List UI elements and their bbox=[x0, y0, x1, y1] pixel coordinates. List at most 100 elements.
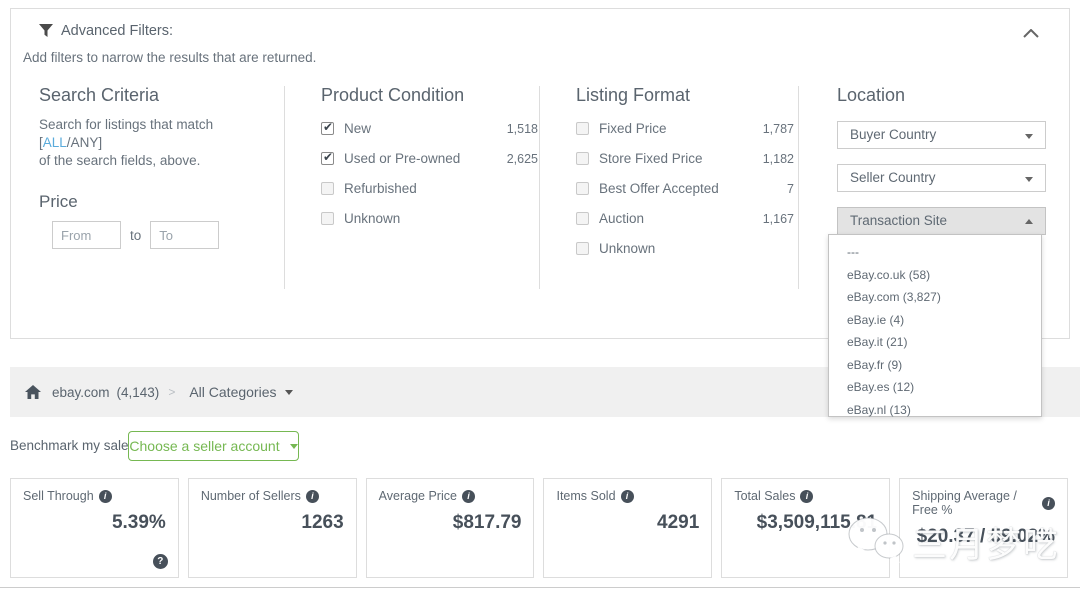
checkbox-label[interactable]: New bbox=[344, 121, 372, 136]
dropdown-option-ebay-fr[interactable]: eBay.fr (9) bbox=[847, 357, 903, 372]
dropdown-option-ebay-nl[interactable]: eBay.nl (13) bbox=[847, 402, 911, 417]
stat-value: 5.39% bbox=[111, 512, 166, 533]
help-question-icon[interactable] bbox=[152, 554, 168, 569]
stat-value: $20.37 / 59.02% bbox=[916, 526, 1055, 547]
listing-format-heading: Listing Format bbox=[576, 85, 691, 105]
info-icon[interactable] bbox=[305, 489, 319, 503]
chevron-down-icon bbox=[1025, 177, 1033, 182]
checkbox-format-unknown[interactable] bbox=[576, 242, 589, 255]
checkbox-label[interactable]: Best Offer Accepted bbox=[599, 181, 719, 196]
stat-value: $3,509,115.81 bbox=[756, 512, 878, 533]
checkbox-count: 7 bbox=[787, 181, 794, 196]
column-divider bbox=[798, 86, 799, 289]
info-icon[interactable] bbox=[461, 489, 475, 503]
stat-label: Average Price bbox=[378, 489, 457, 503]
format-row-unknown: Unknown bbox=[576, 241, 794, 256]
price-heading: Price bbox=[39, 192, 78, 211]
checkbox-count: 1,787 bbox=[762, 121, 794, 136]
info-icon[interactable] bbox=[1041, 496, 1055, 510]
checkbox-new[interactable] bbox=[321, 120, 334, 135]
stat-label-row: Shipping Average / Free % bbox=[912, 489, 1055, 517]
filter-funnel-icon bbox=[39, 24, 53, 43]
breadcrumb-site[interactable]: ebay.com bbox=[52, 384, 110, 400]
stat-label: Sell Through bbox=[23, 489, 94, 503]
seller-country-select[interactable]: Seller Country bbox=[837, 164, 1046, 192]
transaction-site-label: Transaction Site bbox=[850, 213, 948, 228]
dropdown-option-ebay-es[interactable]: eBay.es (12) bbox=[847, 380, 915, 394]
panel-subtitle: Add filters to narrow the results that a… bbox=[23, 50, 317, 65]
stat-label: Total Sales bbox=[734, 489, 796, 503]
checkbox-label[interactable]: Unknown bbox=[599, 241, 656, 256]
checkbox-used[interactable] bbox=[321, 150, 334, 165]
checkbox-unknown[interactable] bbox=[321, 212, 334, 225]
checkbox-count: 1,167 bbox=[762, 211, 794, 226]
stat-card-items-sold: Items Sold 4291 bbox=[543, 478, 713, 578]
checkbox-store-fixed-price[interactable] bbox=[576, 152, 589, 165]
match-any-link[interactable]: ANY bbox=[70, 135, 99, 150]
stat-card-shipping-average: Shipping Average / Free % $20.37 / 59.02… bbox=[899, 478, 1068, 578]
match-slash: / bbox=[66, 135, 71, 150]
location-column: Location Buyer Country Seller Country Tr… bbox=[837, 85, 1049, 235]
column-divider bbox=[284, 86, 285, 289]
stats-row: Sell Through 5.39% Number of Sellers 126… bbox=[10, 478, 1068, 578]
match-text-before: Search for listings that match [ bbox=[39, 117, 214, 150]
stat-card-number-of-sellers: Number of Sellers 1263 bbox=[187, 478, 357, 578]
match-text-line2: of the search fields, above. bbox=[39, 153, 201, 168]
stat-value: $817.79 bbox=[452, 512, 522, 533]
stat-label: Number of Sellers bbox=[200, 489, 301, 503]
stat-card-total-sales: Total Sales $3,509,115.81 bbox=[721, 478, 891, 578]
format-row-store-fixed-price: Store Fixed Price 1,182 bbox=[576, 151, 794, 166]
column-divider bbox=[539, 86, 540, 289]
checkbox-label[interactable]: Store Fixed Price bbox=[599, 151, 703, 166]
stat-value: 1263 bbox=[301, 512, 344, 533]
dropdown-option-ebay-ie[interactable]: eBay.ie (4) bbox=[847, 312, 905, 327]
checkbox-best-offer[interactable] bbox=[576, 182, 589, 195]
stat-label-row: Sell Through bbox=[23, 489, 166, 503]
listing-format-column: Listing Format Fixed Price 1,787 Store F… bbox=[576, 85, 794, 256]
choose-seller-account-button[interactable]: Choose a seller account bbox=[128, 431, 299, 461]
info-icon[interactable] bbox=[98, 489, 112, 503]
transaction-site-select[interactable]: Transaction Site bbox=[837, 207, 1046, 235]
checkbox-label[interactable]: Refurbished bbox=[344, 181, 417, 196]
breadcrumb-category-dropdown[interactable]: All Categories bbox=[189, 384, 294, 400]
home-icon[interactable] bbox=[25, 385, 41, 399]
stat-value: 4291 bbox=[657, 512, 700, 533]
chevron-down-icon bbox=[285, 389, 294, 395]
format-row-auction: Auction 1,167 bbox=[576, 211, 794, 226]
dropdown-option-ebay-co-uk[interactable]: eBay.co.uk (58) bbox=[847, 267, 931, 282]
checkbox-label[interactable]: Unknown bbox=[344, 211, 401, 226]
chevron-down-icon bbox=[1025, 134, 1033, 139]
info-icon[interactable] bbox=[800, 489, 814, 503]
breadcrumb-separator: > bbox=[168, 385, 176, 399]
breadcrumb-site-count: (4,143) bbox=[116, 384, 160, 400]
match-all-link[interactable]: ALL bbox=[42, 135, 67, 150]
checkbox-label[interactable]: Fixed Price bbox=[599, 121, 667, 136]
buyer-country-select[interactable]: Buyer Country bbox=[837, 121, 1046, 149]
stat-label-row: Items Sold bbox=[556, 489, 699, 503]
stat-label: Shipping Average / Free % bbox=[912, 489, 1017, 517]
price-to-input[interactable] bbox=[150, 221, 220, 249]
stat-card-sell-through: Sell Through 5.39% bbox=[10, 478, 179, 578]
checkbox-auction[interactable] bbox=[576, 212, 589, 225]
dropdown-option-ebay-it[interactable]: eBay.it (21) bbox=[847, 335, 908, 349]
checkbox-count: 2,625 bbox=[506, 151, 538, 166]
dropdown-option-ebay-com[interactable]: eBay.com (3,827) bbox=[847, 290, 941, 304]
checkbox-label[interactable]: Used or Pre-owned bbox=[344, 151, 461, 166]
collapse-chevron-up-icon[interactable] bbox=[1023, 25, 1039, 43]
bottom-divider bbox=[0, 587, 1080, 588]
condition-row-used: Used or Pre-owned 2,625 bbox=[321, 150, 538, 166]
chevron-up-icon bbox=[1025, 219, 1033, 224]
price-to-label: to bbox=[130, 227, 142, 243]
stat-label: Items Sold bbox=[556, 489, 616, 503]
price-from-input[interactable] bbox=[52, 221, 121, 249]
price-row: to bbox=[52, 221, 279, 249]
info-icon[interactable] bbox=[620, 489, 634, 503]
checkbox-refurbished[interactable] bbox=[321, 182, 334, 195]
stat-card-average-price: Average Price $817.79 bbox=[365, 478, 535, 578]
checkbox-fixed-price[interactable] bbox=[576, 122, 589, 135]
search-criteria-column: Search Criteria Search for listings that… bbox=[39, 85, 279, 249]
condition-row-new: New 1,518 bbox=[321, 120, 538, 136]
checkbox-label[interactable]: Auction bbox=[599, 211, 645, 226]
dropdown-option-none[interactable]: --- bbox=[847, 245, 859, 259]
condition-row-unknown: Unknown bbox=[321, 211, 538, 226]
